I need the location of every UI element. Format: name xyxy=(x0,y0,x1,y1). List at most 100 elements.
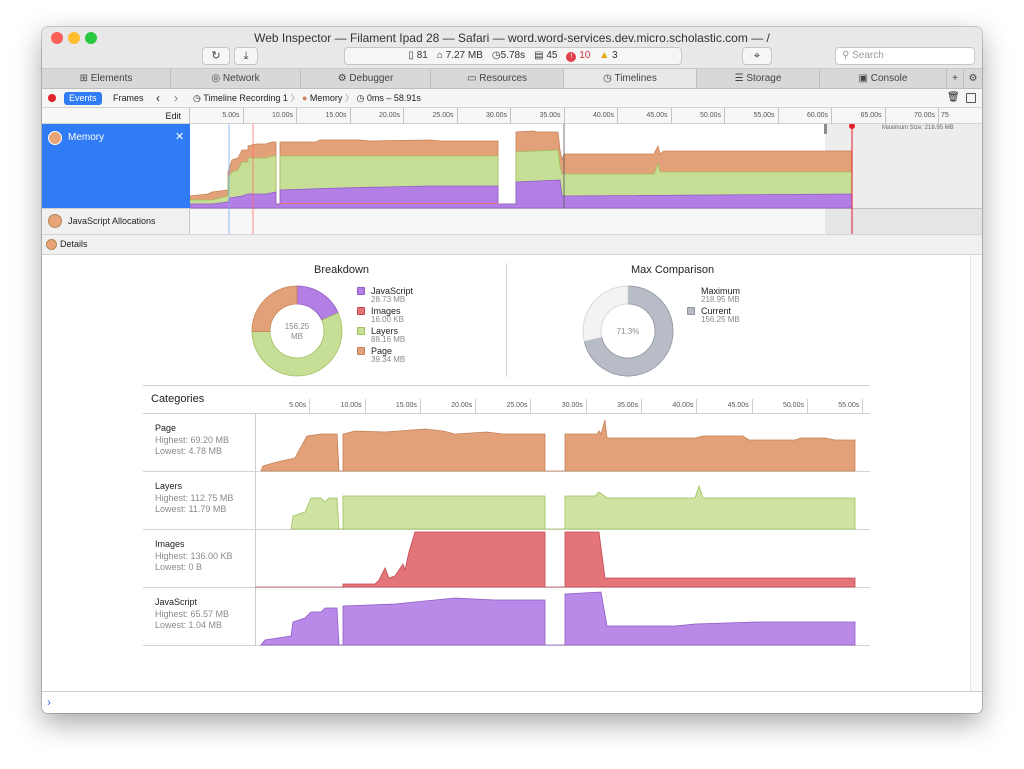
breakdown-title: Breakdown xyxy=(314,264,370,276)
max-comparison-donut-chart xyxy=(582,285,674,377)
tab-label: Timelines xyxy=(614,73,657,84)
ruler-tick: 50.00s xyxy=(672,108,725,124)
prompt-chevron-icon: › xyxy=(47,695,51,709)
stopwatch-icon: ◷ xyxy=(193,93,201,103)
navigation-bar: Events Frames ‹ › ◷ Timeline Recording 1… xyxy=(42,89,982,108)
forward-arrow-icon[interactable]: › xyxy=(174,91,178,105)
record-button[interactable] xyxy=(48,94,56,102)
new-tab-button[interactable]: + xyxy=(947,69,964,88)
dashboard[interactable]: ▯ 81 ⌂ 7.27 MB ◷5.78s ▤ 45 ! 10 ▲ 3 xyxy=(344,47,682,65)
tab-elements[interactable]: ⊞ Elements xyxy=(42,69,171,88)
resource-size: 7.27 MB xyxy=(445,50,483,61)
back-arrow-icon[interactable]: ‹ xyxy=(156,91,160,105)
log-count: 45 xyxy=(546,50,558,61)
swatch xyxy=(357,347,365,355)
tab-storage[interactable]: ☰ Storage xyxy=(697,69,820,88)
category-name: JavaScript xyxy=(155,597,198,607)
legend-label: Layers xyxy=(371,326,399,336)
legend-label: Page xyxy=(371,346,393,356)
clock-icon: ◷ xyxy=(356,93,365,103)
breadcrumb-memory[interactable]: Memory xyxy=(309,93,343,103)
trash-icon[interactable]: 🗑 xyxy=(947,92,960,103)
events-button[interactable]: Events xyxy=(64,92,102,105)
remaining-slice xyxy=(582,285,629,342)
memory-timeline-row[interactable]: Memory ✕ xyxy=(42,124,190,208)
frames-button[interactable]: Frames xyxy=(113,93,144,103)
ruler-tick: 10.00s xyxy=(244,108,297,124)
js-allocations-timeline-row[interactable]: JavaScript Allocations xyxy=(42,208,190,234)
edit-button[interactable]: Edit xyxy=(42,108,190,124)
memory-details-content: Breakdown 156.25 MB JavaScript 28.73 MB I… xyxy=(42,255,970,691)
max-size-label: Maximum Size: 218.95 MB xyxy=(882,125,954,131)
category-ruler-tick: 5.00s xyxy=(255,399,311,413)
tab-label: Resources xyxy=(479,73,528,84)
zoom-window-button[interactable] xyxy=(85,32,97,44)
legend-label: JavaScript xyxy=(371,286,414,296)
playhead-icon[interactable] xyxy=(849,124,855,129)
category-ruler-tick: 50.00s xyxy=(753,399,808,413)
minimize-window-button[interactable] xyxy=(68,32,80,44)
warning-icon: ▲ xyxy=(599,50,610,61)
selection-handle[interactable] xyxy=(824,124,827,134)
search-field[interactable]: ⚲ Search xyxy=(835,47,975,65)
log-icon: ▤ xyxy=(534,50,544,61)
legend-value: 16.00 KB xyxy=(371,315,404,324)
tab-timelines[interactable]: ◷ Timelines xyxy=(564,69,697,88)
category-ruler-tick: 45.00s xyxy=(697,399,753,413)
ruler-tick: 20.00s xyxy=(351,108,404,124)
tab-label: Debugger xyxy=(349,73,394,84)
storage-icon: ☰ xyxy=(734,73,744,84)
category-row-images: Images Highest: 136.00 KB Lowest: 0 B xyxy=(143,530,870,588)
category-ruler-tick: 10.00s xyxy=(310,399,366,413)
sidebar-toggle-icon[interactable] xyxy=(966,93,976,103)
tab-network[interactable]: ◎ Network xyxy=(171,69,301,88)
layers-category-graph xyxy=(255,472,856,530)
error-count: 10 xyxy=(579,50,591,61)
crosshair-icon: ⌖ xyxy=(753,50,761,62)
swatch xyxy=(357,307,365,315)
categories-title: Categories xyxy=(151,393,205,405)
close-icon[interactable]: ✕ xyxy=(175,131,185,143)
close-window-button[interactable] xyxy=(51,32,63,44)
overview-images-area xyxy=(280,203,498,204)
gear-icon: ⚙ xyxy=(968,73,978,84)
category-name: Page xyxy=(155,423,177,433)
legend-value: 39.34 MB xyxy=(371,355,406,364)
images-category-graph xyxy=(255,530,856,588)
category-ruler-tick: 20.00s xyxy=(421,399,477,413)
page-category-graph xyxy=(255,414,856,472)
ruler-tick: 5.00s xyxy=(190,108,244,124)
weight-icon: ⌂ xyxy=(436,50,443,61)
quick-console-prompt[interactable]: › xyxy=(42,691,982,713)
breadcrumb-recording[interactable]: Timeline Recording 1 xyxy=(203,93,288,103)
tab-debugger[interactable]: ⚙ Debugger xyxy=(301,69,431,88)
vertical-scrollbar[interactable] xyxy=(970,255,982,691)
tab-resources[interactable]: ▭ Resources xyxy=(431,69,564,88)
reload-icon: ↻ xyxy=(211,50,221,62)
reload-button[interactable]: ↻ xyxy=(202,47,230,65)
swatch xyxy=(687,307,695,315)
category-lowest: Lowest: 1.04 MB xyxy=(155,620,223,630)
category-highest: Highest: 65.57 MB xyxy=(155,609,230,619)
traffic-lights xyxy=(51,32,102,47)
ruler-tick: 30.00s xyxy=(458,108,511,124)
swatch xyxy=(357,327,365,335)
settings-button[interactable]: ⚙ xyxy=(964,69,982,88)
ruler-tick: 45.00s xyxy=(618,108,672,124)
memory-row-label: Memory xyxy=(68,132,105,143)
tab-label: Storage xyxy=(746,73,782,84)
download-button[interactable]: ⤓ xyxy=(234,47,258,65)
window-title: Web Inspector — Filament Ipad 28 — Safar… xyxy=(254,31,770,45)
inspect-target-button[interactable]: ⌖ xyxy=(742,47,772,65)
resources-icon: ▭ xyxy=(466,73,477,84)
ruler-tick: 55.00s xyxy=(725,108,779,124)
categories-top-border xyxy=(143,385,870,386)
max-comparison-center-value: 71.3% xyxy=(616,327,640,336)
breadcrumb-range[interactable]: 0ms – 58.91s xyxy=(366,93,421,103)
memory-overview-graph[interactable] xyxy=(190,124,982,234)
tab-console[interactable]: ▣ Console xyxy=(820,69,947,88)
breakdown-slice-layers xyxy=(251,312,343,377)
plus-icon: + xyxy=(952,73,958,84)
ruler-tick: 70.00s xyxy=(886,108,939,124)
timeline-ruler[interactable]: Edit 5.00s 10.00s 15.00s 20.00s 25.00s 30.00s… xyxy=(42,108,982,124)
